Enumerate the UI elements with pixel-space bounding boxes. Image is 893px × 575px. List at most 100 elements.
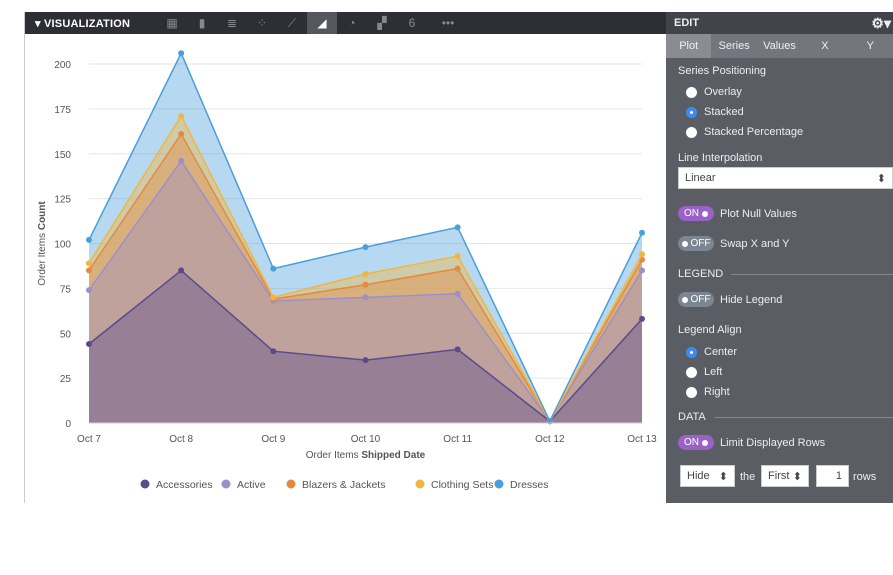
x-tick-label: Oct 10 (351, 434, 381, 445)
data-point[interactable] (454, 224, 461, 231)
x-tick-label: Oct 11 (443, 434, 472, 445)
rows-label: rows (853, 471, 877, 483)
visualization-toggle[interactable]: ▾ VISUALIZATION (35, 17, 131, 30)
data-point[interactable] (86, 287, 92, 294)
y-axis-label: Order Items Count (37, 201, 48, 286)
data-point[interactable] (86, 267, 92, 274)
edit-title: EDIT (674, 17, 700, 29)
radio-stacked[interactable]: Stacked (686, 106, 744, 118)
swap-xy-toggle[interactable]: OFF Swap X and Y (678, 236, 790, 251)
legend-item[interactable]: Accessories (156, 479, 213, 491)
single-value-icon[interactable]: 6 (408, 16, 416, 30)
limit-rows-label: Limit Displayed Rows (720, 436, 826, 449)
more-icon[interactable]: ••• (441, 16, 455, 30)
legend-marker (415, 479, 425, 489)
radio-left[interactable]: Left (686, 366, 722, 378)
line-interpolation-value: Linear (685, 172, 716, 184)
legend-item[interactable]: Clothing Sets (431, 479, 493, 491)
radio-center[interactable]: Center (686, 346, 737, 358)
y-tick-label: 125 (54, 195, 71, 206)
data-point[interactable] (86, 341, 92, 348)
data-point[interactable] (454, 290, 461, 297)
legend-item[interactable]: Blazers & Jackets (302, 479, 385, 491)
row-limit-count-input[interactable]: 1 (816, 465, 849, 487)
data-point[interactable] (362, 357, 369, 364)
map-icon[interactable]: ▞ (377, 16, 387, 30)
data-point[interactable] (454, 346, 461, 353)
line-icon[interactable]: ⟋ (287, 15, 297, 30)
data-point[interactable] (178, 113, 185, 120)
y-tick-label: 75 (60, 284, 72, 295)
data-point[interactable] (86, 260, 92, 267)
radio-right[interactable]: Right (686, 386, 730, 398)
scatter-icon[interactable]: ⁘ (256, 16, 268, 30)
area-accessories (89, 270, 642, 423)
x-tick-label: Oct 13 (627, 434, 657, 445)
area-blazers-jackets (89, 134, 642, 423)
data-point[interactable] (639, 267, 645, 274)
area-active (89, 160, 642, 423)
x-tick-label: Oct 12 (535, 434, 565, 445)
data-point[interactable] (270, 265, 277, 272)
limit-rows-toggle[interactable]: ON Limit Displayed Rows (678, 435, 825, 450)
data-point[interactable] (454, 253, 461, 260)
area-dresses (89, 53, 642, 423)
tab-plot[interactable]: Plot (666, 34, 712, 58)
radio-stacked-percentage[interactable]: Stacked Percentage (686, 126, 803, 138)
data-point[interactable] (270, 294, 277, 301)
data-point[interactable] (362, 281, 369, 288)
stacked-area-chart: 0 25 50 75 100 125 150 175 200 Oct 7 Oct 8 Oct 9 Oct… (37, 50, 657, 491)
line-interpolation-select[interactable]: Linear ⬍ (678, 167, 893, 189)
legend-marker (286, 479, 296, 489)
data-point[interactable] (270, 348, 277, 355)
gear-icon[interactable]: ⚙▾ (871, 14, 891, 31)
plot-null-label: Plot Null Values (720, 207, 797, 220)
data-point[interactable] (178, 50, 185, 57)
data-point[interactable] (454, 265, 461, 272)
visualization-toolbar: ▾ VISUALIZATION ▦ ▮ ≣ ⁘ ⟋ ◢ ◔ ▞ 6 ••• (25, 12, 667, 34)
data-point[interactable] (178, 267, 185, 274)
data-point[interactable] (639, 315, 645, 322)
tab-y[interactable]: Y (866, 40, 874, 52)
data-point[interactable] (362, 244, 369, 251)
column-icon[interactable]: ▮ (198, 16, 206, 30)
row-limit-action-select[interactable]: Hide ⬍ (680, 465, 735, 487)
hide-legend-toggle[interactable]: OFF Hide Legend (678, 292, 782, 307)
the-label: the (740, 471, 756, 483)
tab-x[interactable]: X (821, 40, 829, 52)
table-icon[interactable]: ▦ (166, 16, 178, 30)
data-point[interactable] (639, 229, 645, 236)
data-point[interactable] (178, 157, 185, 164)
y-tick-label: 25 (60, 374, 72, 385)
y-tick-label: 100 (54, 240, 71, 251)
x-tick-label: Oct 9 (261, 434, 285, 445)
tab-series[interactable]: Series (718, 40, 750, 52)
y-tick-label: 0 (65, 419, 71, 430)
row-limit-position-select[interactable]: First ⬍ (761, 465, 809, 487)
series-positioning-label: Series Positioning (678, 65, 767, 77)
legend-section: LEGEND (678, 268, 893, 280)
legend-item[interactable]: Dresses (510, 479, 549, 491)
area-icon[interactable]: ◢ (307, 12, 337, 34)
legend-align-label: Legend Align (678, 324, 742, 336)
line-interpolation-label: Line Interpolation (678, 152, 763, 164)
data-point[interactable] (86, 236, 92, 243)
data-point[interactable] (639, 251, 645, 258)
y-tick-label: 50 (60, 329, 72, 340)
pie-icon[interactable]: ◔ (348, 16, 356, 30)
bar-icon[interactable]: ≣ (226, 16, 238, 30)
legend-item[interactable]: Active (237, 479, 266, 491)
legend-marker (494, 479, 504, 489)
data-section: DATA (678, 411, 893, 423)
x-tick-label: Oct 7 (77, 434, 101, 445)
hide-legend-label: Hide Legend (720, 293, 783, 306)
data-point[interactable] (362, 271, 369, 278)
radio-overlay[interactable]: Overlay (686, 86, 742, 98)
data-point[interactable] (178, 131, 185, 138)
legend-marker (221, 479, 231, 489)
visualization-panel: 0 25 50 75 100 125 150 175 200 Oct 7 Oct 8 Oct 9 Oct… (24, 12, 667, 503)
x-tick-label: Oct 8 (169, 434, 193, 445)
tab-values[interactable]: Values (763, 40, 796, 52)
data-point[interactable] (362, 294, 369, 301)
plot-null-values-toggle[interactable]: ON Plot Null Values (678, 206, 797, 221)
